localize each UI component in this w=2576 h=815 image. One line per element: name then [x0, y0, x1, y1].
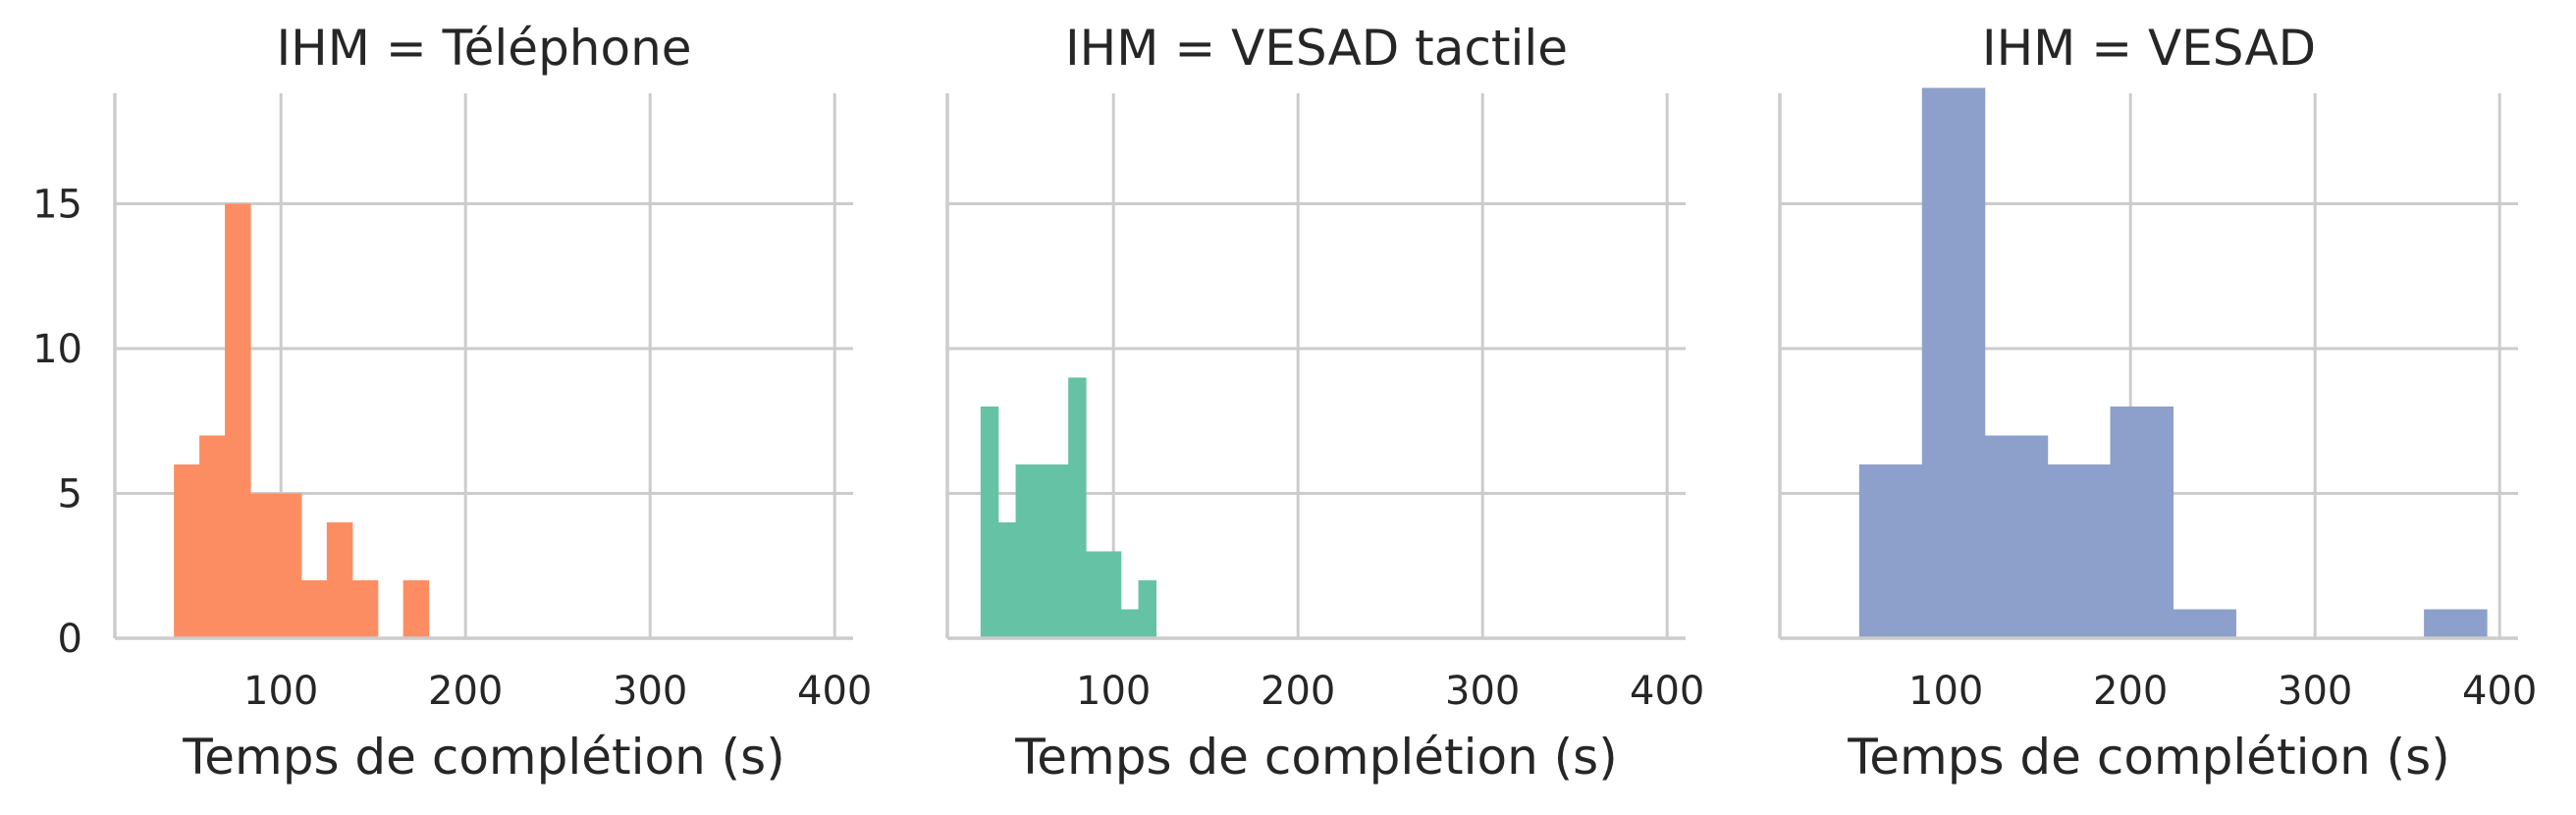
histogram-bar	[2110, 407, 2174, 638]
y-tick-label: 0	[58, 617, 82, 662]
histogram-bar	[402, 580, 430, 638]
x-tick-labels: 100 200 300 400	[1908, 669, 2537, 714]
histogram-bar	[2424, 609, 2488, 638]
x-tick-label: 200	[2093, 669, 2168, 714]
histogram-bar	[326, 522, 353, 638]
x-tick-labels: 100 200 300 400	[1076, 669, 1704, 714]
histogram-bar	[199, 435, 226, 638]
histogram-bar	[249, 493, 277, 638]
histogram-bar	[1086, 551, 1104, 638]
x-tick-labels: 100 200 300 400	[243, 669, 872, 714]
x-tick-label: 300	[1445, 669, 1520, 714]
histogram-bar	[1921, 87, 1986, 638]
histogram-bar	[980, 407, 999, 638]
x-tick-label: 300	[613, 669, 687, 714]
panel-telephone: 100 200 300 400 0 5 10 15 IHM = Téléphone Temp…	[32, 20, 872, 786]
histogram-bar	[1858, 464, 1923, 638]
histogram-bar	[1984, 435, 2049, 638]
histogram-bar	[351, 580, 379, 638]
histogram-bars	[174, 203, 430, 638]
histogram-bar	[174, 464, 200, 638]
panel-vesad: 100 200 300 400 IHM = VESAD Temps de complé…	[1778, 20, 2537, 786]
x-tick-label: 100	[1076, 669, 1151, 714]
histogram-bar	[225, 203, 251, 638]
x-tick-label: 400	[797, 669, 872, 714]
x-tick-label: 200	[1261, 669, 1335, 714]
panel-vesad-tactile: 100 200 300 400 IHM = VESAD tactile Temps d…	[945, 20, 1704, 786]
x-axis-label: Temps de complétion (s)	[1014, 729, 1618, 786]
histogram-bar	[997, 522, 1017, 638]
y-tick-label: 15	[32, 183, 82, 228]
panel-title: IHM = VESAD tactile	[1065, 20, 1568, 77]
y-tick-labels: 0 5 10 15	[32, 183, 82, 663]
histogram-bar	[275, 493, 302, 638]
panel-title: IHM = Téléphone	[276, 20, 691, 77]
histogram-bar	[1120, 609, 1140, 638]
histogram-bar	[300, 580, 328, 638]
histogram-bars	[980, 377, 1157, 638]
x-tick-label: 200	[428, 669, 503, 714]
y-tick-label: 5	[58, 472, 82, 517]
x-axis-label: Temps de complétion (s)	[182, 729, 785, 786]
x-axis-label: Temps de complétion (s)	[1847, 729, 2450, 786]
histogram-bars	[1858, 87, 2488, 638]
histogram-bar	[2173, 609, 2236, 638]
histogram-bar	[2047, 464, 2112, 638]
panel-title: IHM = VESAD	[1982, 20, 2316, 77]
histogram-bar	[1015, 464, 1035, 638]
histogram-bar	[1050, 464, 1069, 638]
x-tick-label: 300	[2278, 669, 2352, 714]
histogram-bar	[1138, 580, 1157, 638]
x-tick-label: 400	[1630, 669, 1704, 714]
histogram-bar	[1102, 551, 1122, 638]
y-tick-label: 10	[32, 327, 82, 372]
x-tick-label: 100	[1908, 669, 1983, 714]
histogram-bar	[1068, 377, 1087, 638]
x-tick-label: 400	[2462, 669, 2537, 714]
histogram-bar	[1033, 464, 1051, 638]
x-tick-label: 100	[243, 669, 318, 714]
